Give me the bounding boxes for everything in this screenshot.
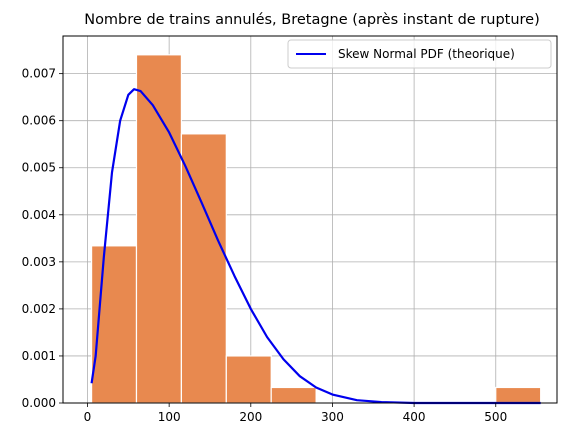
y-tick-label: 0.006 [22, 114, 56, 128]
legend: Skew Normal PDF (theorique) [287, 39, 552, 69]
x-tick-label: 400 [403, 410, 426, 424]
x-axis: 0 100 200 300 400 500 [84, 403, 507, 424]
legend-box [287, 39, 552, 69]
pdf-line [90, 88, 541, 405]
y-tick-label: 0.005 [22, 161, 56, 175]
chart-title: Nombre de trains annulés, Bretagne (aprè… [84, 12, 540, 28]
y-tick-label: 0.003 [22, 255, 56, 269]
y-tick-label: 0.007 [22, 67, 56, 81]
y-tick-label: 0.004 [22, 208, 56, 222]
pdf-curve [90, 88, 541, 405]
y-tick-label: 0.001 [22, 349, 56, 363]
x-tick-label: 100 [158, 410, 181, 424]
y-tick-label: 0.002 [22, 302, 56, 316]
legend-label: Skew Normal PDF (theorique) [338, 47, 515, 61]
histogram-bar [270, 386, 317, 404]
x-tick-label: 500 [484, 410, 507, 424]
y-axis: 0.000 0.001 0.002 0.003 0.004 0.005 0.006 0.007 [22, 67, 63, 410]
histogram-bar [135, 54, 182, 404]
histogram-bar [225, 355, 272, 404]
histogram-bar [495, 386, 542, 404]
histogram-bar [180, 133, 227, 404]
x-tick-label: 300 [321, 410, 344, 424]
x-tick-label: 200 [239, 410, 262, 424]
y-tick-label: 0.000 [22, 396, 56, 410]
x-tick-label: 0 [84, 410, 92, 424]
plot-frame [62, 35, 558, 404]
